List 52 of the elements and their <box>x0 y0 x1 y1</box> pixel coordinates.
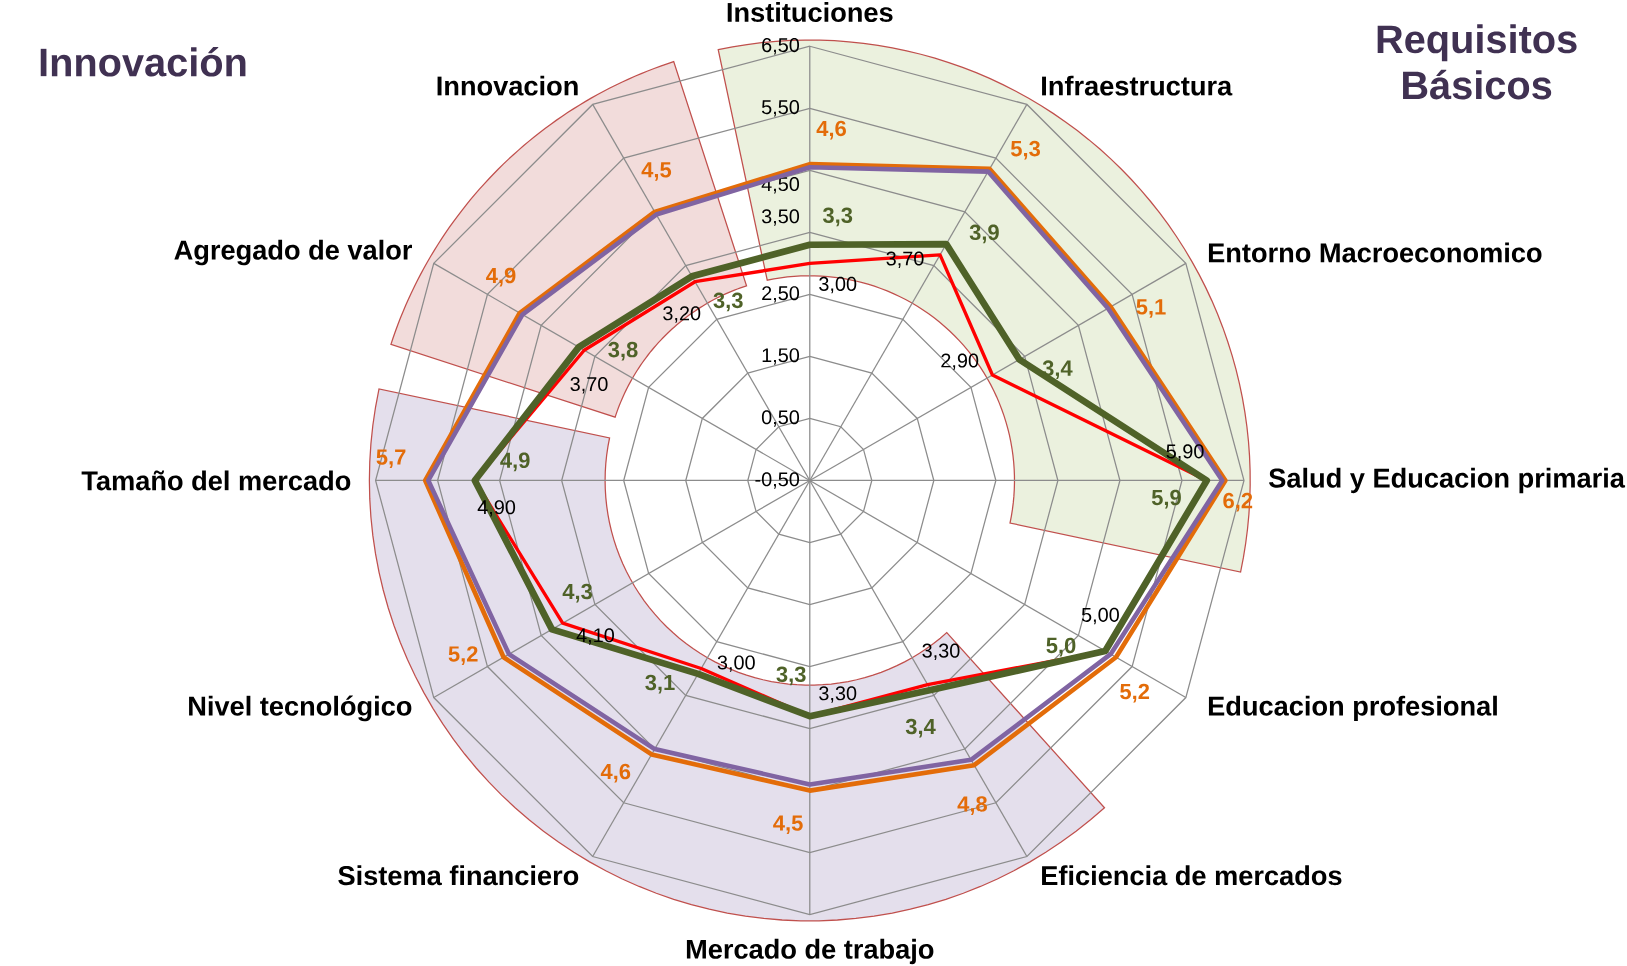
spoke-label: Salud y Educacion primaria <box>1269 467 1626 493</box>
data-label: 3,3 <box>776 666 806 686</box>
data-label: 4,10 <box>576 628 614 645</box>
data-label: 4,9 <box>486 267 516 287</box>
spoke-label: Nivel tecnológico <box>189 695 412 722</box>
data-label: 4,9 <box>500 452 530 472</box>
data-label: 3,1 <box>645 674 675 694</box>
spoke-label: Entorno Macroeconomico <box>1208 242 1542 263</box>
data-label: 5,7 <box>376 449 406 468</box>
data-label: 3,9 <box>969 224 999 244</box>
data-label: 3,3 <box>822 207 853 227</box>
spoke-label: Educacion profesional <box>1208 695 1497 721</box>
data-label: 3,00 <box>717 655 755 672</box>
data-label: 4,3 <box>562 583 593 603</box>
data-label: 5,2 <box>1120 683 1150 703</box>
y-tick-label: 3,50 <box>761 209 800 226</box>
spoke-label: Mercado de trabajo <box>686 938 934 965</box>
data-label: 4,6 <box>600 763 631 783</box>
data-label: 4,8 <box>957 796 987 815</box>
text: Requisitos Básicos <box>1377 24 1577 100</box>
data-label: 3,30 <box>922 643 960 660</box>
data-label: 4,5 <box>641 162 672 181</box>
spoke-label: Eficiencia de mercados <box>1042 865 1342 886</box>
spoke-label: Infraestructura <box>1042 75 1233 96</box>
data-label: 3,3 <box>713 292 743 312</box>
y-tick-label: 6,50 <box>762 37 800 55</box>
spoke-label: Instituciones <box>727 1 893 22</box>
data-label: 3,00 <box>819 276 857 294</box>
data-label: 3,70 <box>570 376 608 394</box>
spoke-label: Agregado de valor <box>174 239 413 266</box>
data-label: 5,0 <box>1046 637 1076 657</box>
data-label: 2,90 <box>941 353 979 370</box>
data-label: 3,20 <box>663 306 701 323</box>
data-label: 4,6 <box>816 120 846 140</box>
data-label: 5,2 <box>448 645 478 665</box>
y-tick-label: -0,50 <box>755 472 800 489</box>
y-tick-label: 0,50 <box>761 410 800 427</box>
data-label: 5,9 <box>1151 489 1181 509</box>
spoke-label: Tamaño del mercado <box>81 470 351 491</box>
spoke-label: Sistema financiero <box>338 865 579 886</box>
data-label: 3,8 <box>608 341 638 361</box>
data-label: 3,4 <box>905 718 936 738</box>
data-label: 5,3 <box>1010 140 1041 160</box>
data-label: 4,5 <box>773 815 803 834</box>
text: Innovación <box>40 46 246 77</box>
data-label: 5,00 <box>1081 607 1119 625</box>
y-tick-label: 1,50 <box>762 348 800 365</box>
data-label: 3,30 <box>819 686 857 703</box>
y-tick-label: 2,50 <box>762 286 800 303</box>
data-label: 5,1 <box>1136 299 1166 318</box>
y-tick-label: 5,50 <box>761 99 800 117</box>
spoke-label: Innovacion <box>437 75 578 96</box>
